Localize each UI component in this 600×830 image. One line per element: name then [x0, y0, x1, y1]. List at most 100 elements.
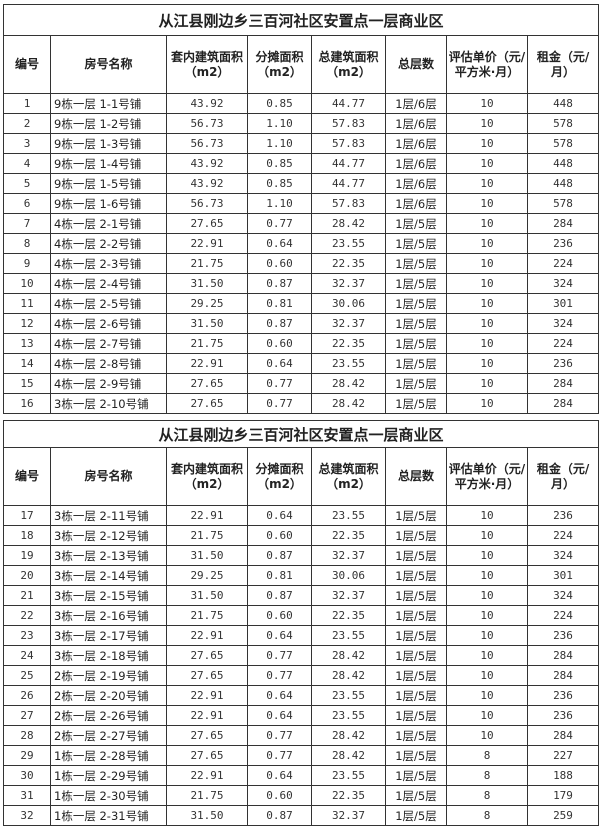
cell-unit-price: 10 [446, 645, 528, 666]
cell-unit-price: 10 [446, 333, 528, 354]
cell-shop-name: 4栋一层 2-9号铺 [50, 373, 167, 394]
cell-id: 29 [3, 745, 51, 766]
cell-inner-area: 29.25 [166, 293, 248, 314]
cell-floor: 1层/5层 [385, 625, 447, 646]
cell-floor: 1层/5层 [385, 765, 447, 786]
cell-inner-area: 43.92 [166, 173, 248, 194]
cell-inner-area: 31.50 [166, 273, 248, 294]
table-row: 17 3栋一层 2-11号铺 22.91 0.64 23.55 1层/5层 10 236 [3, 505, 600, 526]
cell-total-area: 30.06 [311, 565, 386, 586]
cell-inner-area: 31.50 [166, 585, 248, 606]
cell-shared-area: 0.87 [247, 273, 312, 294]
cell-id: 28 [3, 725, 51, 746]
cell-total-area: 23.55 [311, 765, 386, 786]
cell-shared-area: 0.64 [247, 685, 312, 706]
cell-shared-area: 0.85 [247, 153, 312, 174]
cell-id: 4 [3, 153, 51, 174]
table-row: 11 4栋一层 2-5号铺 29.25 0.81 30.06 1层/5层 10 301 [3, 293, 600, 314]
table-row: 7 4栋一层 2-1号铺 27.65 0.77 28.42 1层/5层 10 284 [3, 213, 600, 234]
cell-floor: 1层/6层 [385, 93, 447, 114]
cell-inner-area: 56.73 [166, 133, 248, 154]
cell-shop-name: 3栋一层 2-12号铺 [50, 525, 167, 546]
cell-rent: 236 [526, 685, 600, 706]
cell-total-area: 28.42 [311, 393, 386, 414]
cell-total-area: 30.06 [311, 293, 386, 314]
cell-total-area: 23.55 [311, 505, 386, 526]
cell-id: 5 [3, 173, 51, 194]
cell-id: 7 [3, 213, 51, 234]
cell-floor: 1层/6层 [385, 193, 447, 214]
cell-inner-area: 22.91 [166, 353, 248, 374]
cell-unit-price: 10 [446, 273, 528, 294]
column-header-id: 编号 [3, 447, 51, 506]
cell-unit-price: 10 [446, 393, 528, 414]
cell-rent: 578 [526, 133, 600, 154]
cell-unit-price: 10 [446, 585, 528, 606]
cell-rent: 259 [526, 805, 600, 826]
cell-inner-area: 21.75 [166, 525, 248, 546]
cell-total-area: 22.35 [311, 525, 386, 546]
table-row: 5 9栋一层 1-5号铺 43.92 0.85 44.77 1层/6层 10 448 [3, 173, 600, 194]
cell-id: 16 [3, 393, 51, 414]
cell-floor: 1层/5层 [385, 685, 447, 706]
cell-total-area: 22.35 [311, 785, 386, 806]
cell-inner-area: 21.75 [166, 333, 248, 354]
cell-shop-name: 9栋一层 1-4号铺 [50, 153, 167, 174]
cell-shared-area: 0.77 [247, 725, 312, 746]
cell-unit-price: 10 [446, 505, 528, 526]
cell-rent: 448 [526, 93, 600, 114]
column-header-inner-area: 套内建筑面积（m2） [166, 447, 248, 506]
cell-shop-name: 4栋一层 2-4号铺 [50, 273, 167, 294]
cell-rent: 448 [526, 173, 600, 194]
cell-shop-name: 3栋一层 2-16号铺 [50, 605, 167, 626]
cell-floor: 1层/5层 [385, 565, 447, 586]
cell-total-area: 44.77 [311, 153, 386, 174]
cell-id: 19 [3, 545, 51, 566]
cell-inner-area: 27.65 [166, 393, 248, 414]
cell-inner-area: 43.92 [166, 153, 248, 174]
cell-inner-area: 43.92 [166, 93, 248, 114]
cell-shared-area: 0.81 [247, 293, 312, 314]
cell-shared-area: 1.10 [247, 133, 312, 154]
table-row: 30 1栋一层 2-29号铺 22.91 0.64 23.55 1层/5层 8 188 [3, 765, 600, 786]
cell-total-area: 22.35 [311, 253, 386, 274]
table-row: 9 4栋一层 2-3号铺 21.75 0.60 22.35 1层/5层 10 224 [3, 253, 600, 274]
cell-shop-name: 9栋一层 1-2号铺 [50, 113, 167, 134]
cell-rent: 284 [526, 665, 600, 686]
cell-inner-area: 22.91 [166, 233, 248, 254]
cell-floor: 1层/5层 [385, 333, 447, 354]
table-row: 26 2栋一层 2-20号铺 22.91 0.64 23.55 1层/5层 10 236 [3, 685, 600, 706]
cell-floor: 1层/5层 [385, 665, 447, 686]
column-header-shop-name: 房号名称 [50, 447, 167, 506]
cell-inner-area: 27.65 [166, 745, 248, 766]
cell-shop-name: 3栋一层 2-11号铺 [50, 505, 167, 526]
cell-shop-name: 3栋一层 2-14号铺 [50, 565, 167, 586]
cell-id: 17 [3, 505, 51, 526]
cell-id: 31 [3, 785, 51, 806]
column-header-total-area: 总建筑面积（m2） [311, 447, 386, 506]
cell-id: 8 [3, 233, 51, 254]
cell-floor: 1层/6层 [385, 113, 447, 134]
cell-rent: 236 [526, 505, 600, 526]
cell-shared-area: 0.77 [247, 665, 312, 686]
cell-id: 15 [3, 373, 51, 394]
column-header-shared-area: 分摊面积（m2） [247, 447, 312, 506]
cell-shop-name: 3栋一层 2-10号铺 [50, 393, 167, 414]
cell-id: 30 [3, 765, 51, 786]
table-row: 8 4栋一层 2-2号铺 22.91 0.64 23.55 1层/5层 10 236 [3, 233, 600, 254]
table-row: 1 9栋一层 1-1号铺 43.92 0.85 44.77 1层/6层 10 448 [3, 93, 600, 114]
cell-inner-area: 21.75 [166, 785, 248, 806]
column-header-unit-price: 评估单价（元/平方米·月） [446, 447, 528, 506]
cell-unit-price: 10 [446, 705, 528, 726]
column-header-shared-area: 分摊面积（m2） [247, 35, 312, 94]
cell-total-area: 32.37 [311, 313, 386, 334]
table-row: 22 3栋一层 2-16号铺 21.75 0.60 22.35 1层/5层 10 224 [3, 605, 600, 626]
cell-id: 23 [3, 625, 51, 646]
cell-shop-name: 2栋一层 2-19号铺 [50, 665, 167, 686]
table-row: 18 3栋一层 2-12号铺 21.75 0.60 22.35 1层/5层 10 224 [3, 525, 600, 546]
cell-total-area: 23.55 [311, 705, 386, 726]
cell-id: 14 [3, 353, 51, 374]
cell-shop-name: 4栋一层 2-5号铺 [50, 293, 167, 314]
table-row: 14 4栋一层 2-8号铺 22.91 0.64 23.55 1层/5层 10 236 [3, 353, 600, 374]
cell-inner-area: 22.91 [166, 765, 248, 786]
